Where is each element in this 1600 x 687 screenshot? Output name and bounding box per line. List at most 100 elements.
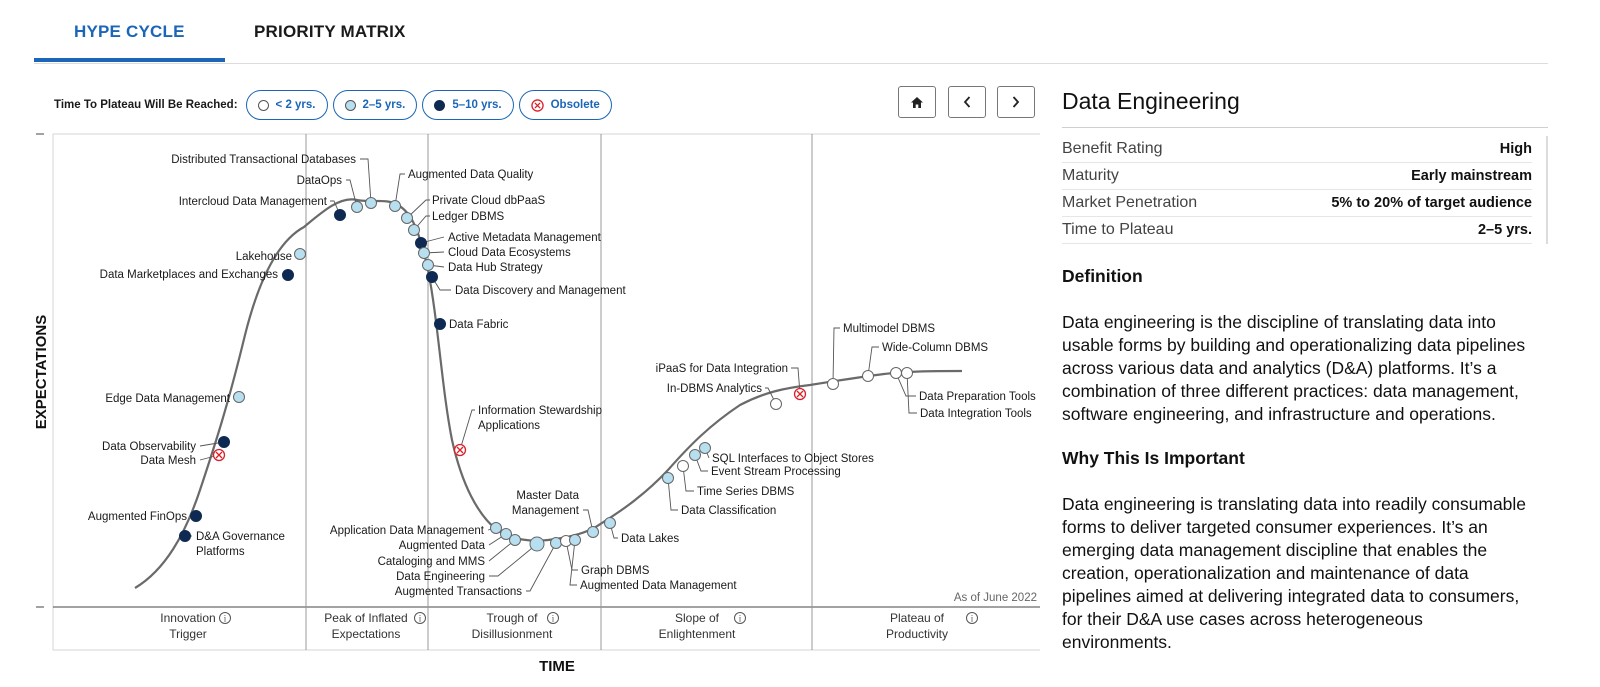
marker-augmented-data[interactable] [500, 528, 512, 540]
label-d-a-governance-platforms[interactable]: Platforms [196, 546, 245, 558]
label-wide-column-dbms[interactable]: Wide-Column DBMS [882, 342, 988, 354]
label-master-data-management[interactable]: Master Data [516, 490, 579, 502]
marker-augmented-data-quality[interactable] [389, 200, 401, 212]
label-data-preparation-tools[interactable]: Data Preparation Tools [919, 391, 1036, 403]
marker-intercloud-data-management[interactable] [334, 209, 346, 221]
marker-data-discovery-and-management[interactable] [426, 271, 438, 283]
tab-hype-cycle[interactable]: HYPE CYCLE [74, 22, 185, 41]
info-icon[interactable]: i [414, 612, 426, 624]
label-ipaas-for-data-integration[interactable]: iPaaS for Data Integration [656, 363, 788, 375]
info-icon[interactable]: i [219, 612, 231, 624]
filter-2-to-5-years[interactable]: 2–5 yrs. [332, 90, 418, 120]
label-augmented-transactions[interactable]: Augmented Transactions [395, 586, 522, 598]
label-application-data-management[interactable]: Application Data Management [330, 525, 485, 537]
marker-augmented-data-management[interactable] [569, 534, 581, 546]
marker-cloud-data-ecosystems[interactable] [418, 247, 430, 259]
marker-data-integration-tools[interactable] [901, 367, 913, 379]
rating-row: Market Penetration 5% to 20% of target a… [1062, 190, 1532, 217]
leader-line [526, 542, 557, 592]
home-icon [911, 96, 923, 108]
marker-d-a-governance-platforms[interactable] [179, 530, 191, 542]
home-button[interactable] [898, 86, 936, 118]
marker-wide-column-dbms[interactable] [862, 370, 874, 382]
info-icon[interactable]: i [547, 612, 559, 624]
label-data-integration-tools[interactable]: Data Integration Tools [920, 408, 1032, 420]
label-event-stream-processing[interactable]: Event Stream Processing [711, 466, 841, 478]
marker-cataloging-and-mms[interactable] [509, 534, 521, 546]
previous-button[interactable] [948, 86, 986, 118]
marker-lakehouse[interactable] [294, 248, 306, 260]
marker-augmented-finops[interactable] [190, 510, 202, 522]
marker-private-cloud-dbpaas[interactable] [401, 212, 413, 224]
label-active-metadata-management[interactable]: Active Metadata Management [448, 232, 602, 244]
label-information-stewardship-applications[interactable]: Applications [478, 420, 540, 432]
label-data-hub-strategy[interactable]: Data Hub Strategy [448, 262, 543, 274]
label-cataloging-and-mms[interactable]: Cataloging and MMS [378, 556, 486, 568]
label-cloud-data-ecosystems[interactable]: Cloud Data Ecosystems [448, 247, 571, 259]
label-augmented-data-management[interactable]: Augmented Data Management [580, 580, 737, 592]
filter-5-to-10-years[interactable]: 5–10 yrs. [422, 90, 514, 120]
label-intercloud-data-management[interactable]: Intercloud Data Management [179, 196, 328, 208]
filter-less-than-2-years[interactable]: < 2 yrs. [245, 90, 328, 120]
marker-master-data-management[interactable] [587, 526, 599, 538]
marker-information-stewardship-applications[interactable] [453, 443, 467, 457]
label-data-discovery-and-management[interactable]: Data Discovery and Management [455, 285, 626, 297]
marker-active-metadata-management[interactable] [415, 237, 427, 249]
marker-data-lakes[interactable] [604, 517, 616, 529]
label-augmented-data[interactable]: Augmented Data [399, 540, 486, 552]
marker-edge-data-management[interactable] [233, 391, 245, 403]
leader-line [667, 477, 678, 511]
info-icon[interactable]: i [734, 612, 746, 624]
marker-data-observability[interactable] [218, 436, 230, 448]
marker-dataops[interactable] [351, 201, 363, 213]
marker-distributed-transactional-databases[interactable] [365, 197, 377, 209]
label-master-data-management[interactable]: Management [512, 505, 580, 517]
label-data-mesh[interactable]: Data Mesh [140, 455, 196, 467]
label-data-fabric[interactable]: Data Fabric [449, 319, 509, 331]
label-augmented-data-quality[interactable]: Augmented Data Quality [408, 169, 534, 181]
marker-in-dbms-analytics[interactable] [770, 398, 782, 410]
leader-line [346, 179, 358, 208]
marker-data-engineering[interactable] [529, 536, 545, 552]
leader-line [906, 372, 917, 414]
label-data-lakes[interactable]: Data Lakes [621, 533, 679, 545]
label-dataops[interactable]: DataOps [297, 175, 343, 187]
label-private-cloud-dbpaas[interactable]: Private Cloud dbPaaS [432, 195, 545, 207]
label-data-engineering[interactable]: Data Engineering [396, 571, 485, 583]
marker-application-data-management[interactable] [490, 522, 502, 534]
info-icon[interactable]: i [966, 612, 978, 624]
label-augmented-finops[interactable]: Augmented FinOps [88, 511, 187, 523]
label-multimodel-dbms[interactable]: Multimodel DBMS [843, 323, 935, 335]
marker-data-marketplaces-and-exchanges[interactable] [282, 269, 294, 281]
label-sql-interfaces-to-object-stores[interactable]: SQL Interfaces to Object Stores [712, 453, 874, 465]
marker-data-classification[interactable] [662, 472, 674, 484]
marker-data-preparation-tools[interactable] [890, 367, 902, 379]
label-d-a-governance-platforms[interactable]: D&A Governance [196, 531, 285, 543]
label-information-stewardship-applications[interactable]: Information Stewardship [478, 405, 602, 417]
marker-data-hub-strategy[interactable] [422, 259, 434, 271]
next-button[interactable] [997, 86, 1035, 118]
label-lakehouse[interactable]: Lakehouse [236, 251, 292, 263]
label-in-dbms-analytics[interactable]: In-DBMS Analytics [667, 383, 762, 395]
label-edge-data-management[interactable]: Edge Data Management [105, 393, 230, 405]
marker-ipaas-for-data-integration[interactable] [793, 387, 807, 401]
marker-augmented-transactions[interactable] [550, 537, 562, 549]
label-graph-dbms[interactable]: Graph DBMS [581, 565, 650, 577]
marker-multimodel-dbms[interactable] [827, 378, 839, 390]
label-distributed-transactional-databases[interactable]: Distributed Transactional Databases [171, 154, 356, 166]
label-data-marketplaces-and-exchanges[interactable]: Data Marketplaces and Exchanges [100, 269, 279, 281]
marker-data-mesh[interactable] [212, 448, 226, 462]
marker-sql-interfaces-to-object-stores[interactable] [699, 442, 711, 454]
phase-label: Enlightenment [659, 627, 736, 641]
marker-time-series-dbms[interactable] [677, 460, 689, 472]
marker-ledger-dbms[interactable] [408, 224, 420, 236]
label-ledger-dbms[interactable]: Ledger DBMS [432, 211, 505, 223]
marker-data-fabric[interactable] [434, 318, 446, 330]
label-data-observability[interactable]: Data Observability [102, 441, 196, 453]
leader-line [413, 215, 430, 231]
tab-priority-matrix[interactable]: PRIORITY MATRIX [254, 22, 406, 41]
label-time-series-dbms[interactable]: Time Series DBMS [697, 486, 795, 498]
label-data-classification[interactable]: Data Classification [681, 505, 776, 517]
marker-event-stream-processing[interactable] [689, 449, 701, 461]
filter-obsolete[interactable]: Obsolete [518, 90, 612, 120]
